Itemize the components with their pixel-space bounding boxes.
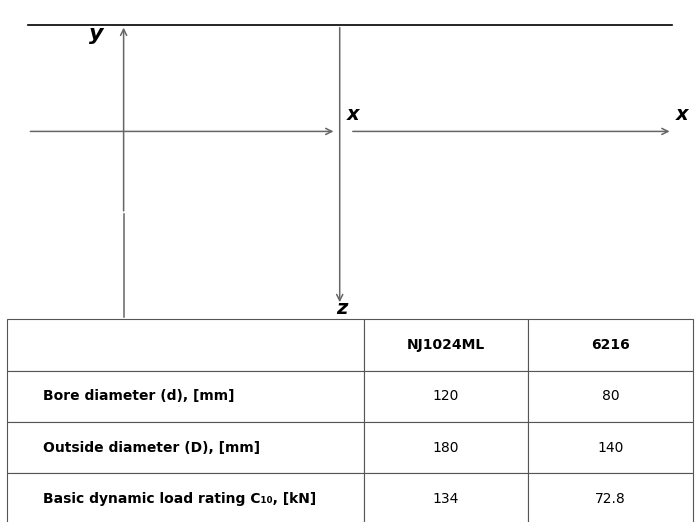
Text: x: x	[676, 105, 689, 124]
Text: z: z	[336, 299, 347, 318]
Text: x: x	[346, 105, 359, 124]
Text: y: y	[89, 24, 104, 44]
